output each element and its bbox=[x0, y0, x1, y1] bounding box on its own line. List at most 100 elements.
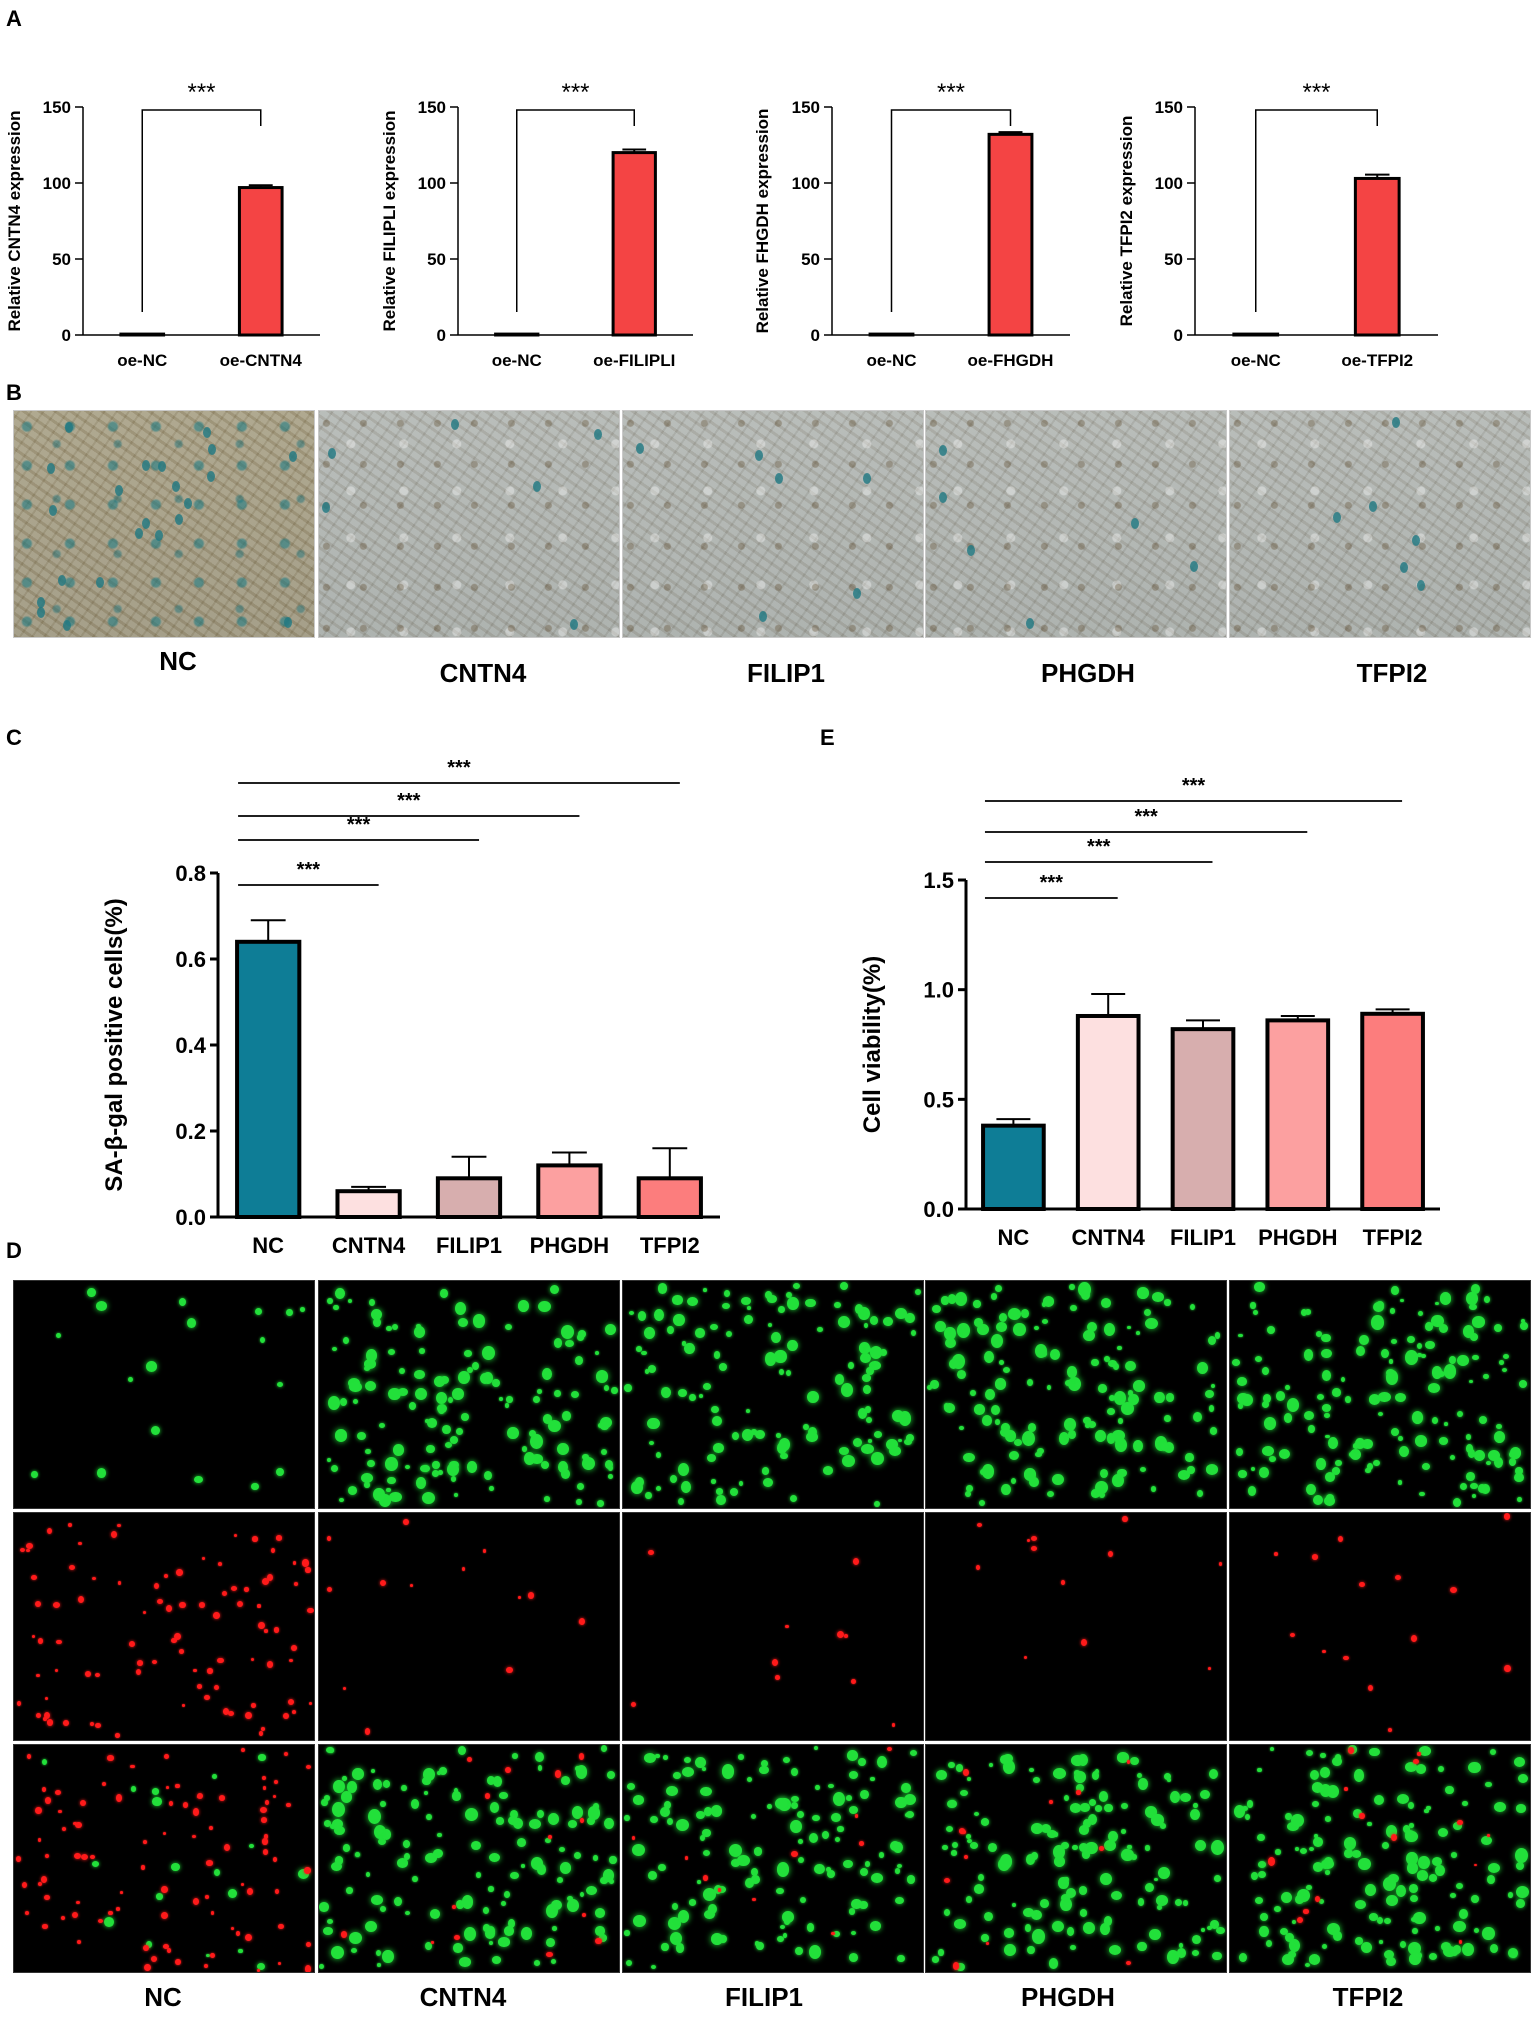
live-cell bbox=[1151, 1291, 1165, 1302]
live-cell bbox=[1303, 1349, 1314, 1361]
live-cell bbox=[1469, 1304, 1477, 1311]
live-cell bbox=[834, 1374, 845, 1386]
live-cell bbox=[1327, 1922, 1341, 1936]
live-cell bbox=[326, 1918, 333, 1925]
live-cell bbox=[1489, 1749, 1497, 1756]
live-cell bbox=[1416, 1870, 1428, 1881]
live-cell bbox=[745, 1408, 751, 1413]
live-cell bbox=[437, 1469, 443, 1475]
live-cell bbox=[1493, 1431, 1506, 1444]
live-cell bbox=[1471, 1493, 1476, 1498]
x-tick-label: FILIP1 bbox=[1170, 1225, 1236, 1250]
label-b-nc: NC bbox=[159, 646, 197, 676]
live-cell bbox=[127, 1376, 133, 1382]
live-cell bbox=[1091, 1771, 1099, 1780]
live-cell bbox=[493, 1775, 503, 1787]
live-cell bbox=[1397, 1435, 1403, 1441]
live-cell bbox=[645, 1491, 652, 1500]
dead-cell bbox=[245, 1711, 253, 1720]
live-cell bbox=[644, 1369, 650, 1374]
live-cell bbox=[339, 1497, 345, 1503]
live-cell bbox=[356, 1431, 366, 1440]
stain-spot bbox=[36, 607, 45, 619]
dead-cell bbox=[34, 1600, 41, 1608]
live-cell bbox=[394, 1896, 402, 1907]
live-cell bbox=[870, 1777, 875, 1781]
live-cell bbox=[547, 1813, 559, 1825]
significance-bracket bbox=[890, 109, 1012, 312]
live-cell bbox=[1254, 1282, 1265, 1292]
live-cell bbox=[1001, 1484, 1011, 1496]
live-cell bbox=[594, 1908, 606, 1919]
live-cell bbox=[425, 1418, 430, 1423]
live-cell bbox=[1156, 1895, 1168, 1906]
stain-spot bbox=[938, 492, 947, 504]
live-cell bbox=[500, 1900, 507, 1907]
live-cell bbox=[805, 1299, 816, 1308]
bar-oe-nc bbox=[1232, 332, 1280, 337]
y-tick-label: 150 bbox=[1155, 98, 1183, 117]
dead-cell bbox=[1322, 1650, 1326, 1654]
y-axis-label: Cell viability(%) bbox=[859, 956, 886, 1133]
live-cell bbox=[360, 1473, 373, 1484]
x-tick-label: CNTN4 bbox=[332, 1233, 406, 1258]
dead-cell bbox=[272, 1857, 277, 1862]
live-cell bbox=[1384, 1918, 1392, 1925]
dead-cell bbox=[462, 1567, 466, 1572]
stain-spot bbox=[95, 576, 104, 588]
dead-cell bbox=[632, 1836, 636, 1841]
live-cell bbox=[1520, 1318, 1526, 1323]
live-cell bbox=[859, 1352, 871, 1364]
live-cell bbox=[637, 1311, 647, 1321]
dead-cell bbox=[1358, 1812, 1365, 1820]
dead-cell bbox=[282, 1712, 289, 1719]
live-cell bbox=[364, 1380, 376, 1391]
live-cell bbox=[1125, 1360, 1136, 1371]
dead-cell bbox=[162, 1943, 169, 1949]
micrograph-texture bbox=[14, 411, 314, 637]
live-cell bbox=[596, 1500, 605, 1507]
live-cell bbox=[731, 1858, 740, 1867]
live-cell bbox=[790, 1819, 802, 1833]
dead-cell bbox=[102, 1781, 107, 1786]
live-cell bbox=[739, 1481, 744, 1486]
live-cell bbox=[1078, 1842, 1088, 1853]
live-cell bbox=[1280, 1892, 1293, 1904]
live-cell bbox=[1022, 1430, 1036, 1446]
dead-cell bbox=[143, 1944, 150, 1952]
dead-cell bbox=[26, 1753, 32, 1759]
dead-cell bbox=[44, 1894, 50, 1900]
live-cell bbox=[1414, 1435, 1428, 1447]
live-cell bbox=[1257, 1767, 1262, 1773]
live-cell bbox=[956, 1370, 966, 1380]
dead-cell bbox=[73, 1853, 81, 1860]
live-cell bbox=[388, 1491, 402, 1503]
dead-cell bbox=[266, 1573, 273, 1582]
live-cell bbox=[827, 1783, 834, 1789]
live-cell bbox=[686, 1296, 698, 1307]
dead-cell bbox=[77, 1595, 85, 1604]
live-cell bbox=[783, 1756, 791, 1764]
live-cell bbox=[1439, 1437, 1448, 1445]
live-cell bbox=[745, 1878, 754, 1889]
dead-cell bbox=[302, 1559, 309, 1567]
live-cell bbox=[1518, 1379, 1528, 1389]
live-cell bbox=[334, 1429, 348, 1442]
live-cell bbox=[1432, 1857, 1443, 1867]
live-cell bbox=[1032, 1929, 1045, 1944]
dead-cell bbox=[161, 1886, 168, 1894]
dead-cell bbox=[116, 1523, 121, 1528]
live-cell bbox=[444, 1441, 453, 1448]
live-cell bbox=[482, 1346, 496, 1361]
live-cell bbox=[378, 1837, 387, 1845]
live-cell bbox=[698, 1393, 704, 1398]
live-cell bbox=[970, 1390, 976, 1397]
live-cell bbox=[911, 1330, 917, 1337]
live-cell bbox=[1132, 1379, 1146, 1392]
x-tick-label: oe-TFPI2 bbox=[1341, 351, 1413, 370]
dead-cell bbox=[182, 1704, 186, 1707]
y-tick-label: 0 bbox=[62, 326, 71, 345]
live-cell bbox=[675, 1943, 685, 1953]
micrograph-texture bbox=[926, 411, 1226, 637]
